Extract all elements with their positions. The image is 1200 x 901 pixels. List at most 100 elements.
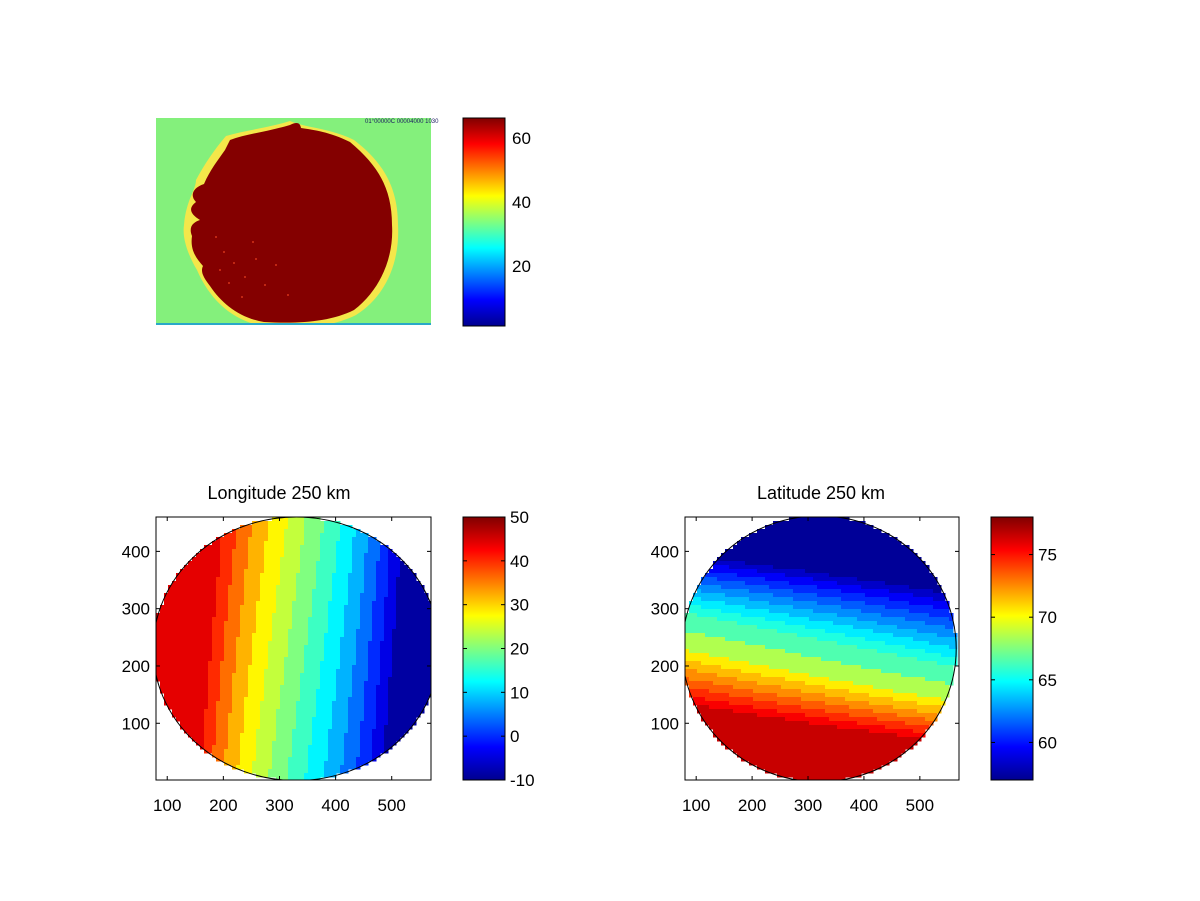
longitude-disk-cell — [280, 661, 285, 666]
latitude-disk-cell — [845, 529, 850, 534]
longitude-disk-cell — [324, 705, 329, 710]
longitude-disk-cell — [352, 761, 357, 766]
longitude-disk-cell — [284, 653, 289, 658]
longitude-disk-cell — [360, 761, 365, 766]
latitude-disk-cell — [805, 529, 810, 534]
longitude-disk-cell — [296, 717, 301, 722]
longitude-disk-cell — [276, 517, 281, 522]
longitude-disk-cell — [172, 613, 177, 618]
longitude-disk-cell — [368, 645, 373, 650]
longitude-disk-cell — [340, 589, 345, 594]
latitude-disk-cell — [741, 569, 746, 574]
longitude-disk-cell — [184, 625, 189, 630]
longitude-disk-cell — [196, 709, 201, 714]
longitude-disk-cell — [240, 601, 245, 606]
latitude-disk-cell — [869, 597, 874, 602]
latitude-disk-cell — [893, 549, 898, 554]
longitude-disk-cell — [356, 673, 361, 678]
longitude-disk-cell — [244, 729, 249, 734]
latitude-disk-cell — [745, 561, 750, 566]
latitude-disk-cell — [697, 601, 702, 606]
latitude-disk-cell — [833, 521, 838, 526]
longitude-disk-cell — [256, 593, 261, 598]
longitude-disk-cell — [240, 581, 245, 586]
latitude-disk-cell — [917, 557, 922, 562]
longitude-disk-cell — [180, 653, 185, 658]
longitude-disk-cell — [288, 681, 293, 686]
latitude-disk-cell — [853, 573, 858, 578]
longitude-disk-cell — [364, 725, 369, 730]
longitude-disk-cell — [380, 677, 385, 682]
longitude-disk-cell — [380, 609, 385, 614]
longitude-disk-cell — [332, 717, 337, 722]
longitude-disk-cell — [368, 721, 373, 726]
longitude-disk-cell — [292, 697, 297, 702]
longitude-disk-cell — [164, 609, 169, 614]
longitude-disk-cell — [308, 705, 313, 710]
longitude-disk-cell — [272, 517, 277, 522]
longitude-disk-cell — [288, 777, 293, 780]
longitude-disk-cell — [388, 677, 393, 682]
longitude-disk-cell — [184, 673, 189, 678]
longitude-disk-cell — [400, 697, 405, 702]
longitude-disk-cell — [268, 725, 273, 730]
longitude-disk-cell — [180, 645, 185, 650]
longitude-disk-cell — [368, 689, 373, 694]
latitude-disk-cell — [881, 589, 886, 594]
longitude-disk-cell — [248, 761, 253, 766]
latitude-disk-cell — [753, 569, 758, 574]
latitude-disk-cell — [845, 613, 850, 618]
longitude-disk-cell — [248, 625, 253, 630]
latitude-disk-cell — [757, 549, 762, 554]
longitude-disk-cell — [256, 665, 261, 670]
latitude-disk-cell — [869, 609, 874, 614]
longitude-disk-cell — [380, 605, 385, 610]
longitude-disk-cell — [404, 721, 409, 726]
latitude-disk-cell — [813, 597, 818, 602]
longitude-disk-cell — [244, 673, 249, 678]
longitude-disk-cell — [416, 625, 421, 630]
longitude-disk-cell — [356, 685, 361, 690]
longitude-disk-cell — [312, 565, 317, 570]
longitude-disk-cell — [328, 541, 333, 546]
longitude-disk-cell — [308, 665, 313, 670]
longitude-disk-cell — [248, 645, 253, 650]
longitude-disk-cell — [396, 561, 401, 566]
longitude-disk-cell — [352, 733, 357, 738]
longitude-disk-cell — [312, 777, 317, 780]
longitude-disk-cell — [364, 669, 369, 674]
longitude-disk-cell — [176, 701, 181, 706]
longitude-disk-cell — [156, 637, 161, 642]
latitude-disk-cell — [905, 585, 910, 590]
longitude-disk-cell — [320, 637, 325, 642]
longitude-disk-cell — [392, 649, 397, 654]
latitude-disk-cell — [781, 601, 786, 606]
latitude-disk-cell — [801, 549, 806, 554]
longitude-disk-cell — [188, 613, 193, 618]
longitude-disk-cell — [284, 741, 289, 746]
longitude-disk-cell — [400, 681, 405, 686]
longitude-disk-cell — [312, 709, 317, 714]
longitude-disk-cell — [380, 581, 385, 586]
longitude-disk-cell — [376, 693, 381, 698]
longitude-disk-cell — [280, 737, 285, 742]
latitude-disk-cell — [865, 585, 870, 590]
latitude-disk-cell — [765, 573, 770, 578]
longitude-disk-cell — [264, 577, 269, 582]
latitude-disk-cell — [789, 605, 794, 610]
longitude-disk-cell — [180, 577, 185, 582]
longitude-disk-cell — [348, 577, 353, 582]
longitude-disk-cell — [340, 661, 345, 666]
latitude-disk-cell — [813, 585, 818, 590]
longitude-disk-cell — [224, 625, 229, 630]
longitude-disk-cell — [348, 573, 353, 578]
longitude-disk-cell — [224, 657, 229, 662]
longitude-disk-cell — [300, 605, 305, 610]
longitude-disk-cell — [208, 697, 213, 702]
longitude-disk-cell — [312, 733, 317, 738]
longitude-disk-cell — [316, 677, 321, 682]
longitude-disk-cell — [384, 569, 389, 574]
latitude-disk-cell — [809, 545, 814, 550]
longitude-disk-cell — [244, 585, 249, 590]
longitude-disk-cell — [160, 613, 165, 618]
